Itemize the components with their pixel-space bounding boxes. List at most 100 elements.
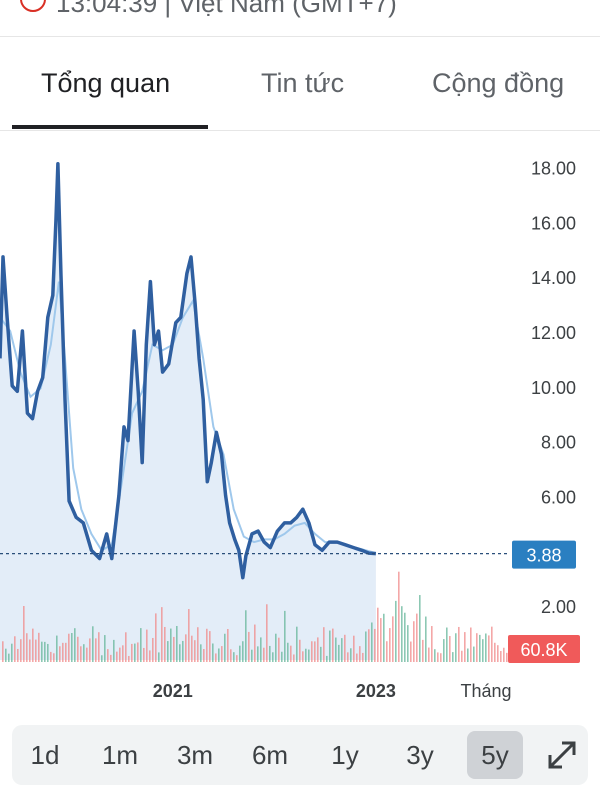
volume-bar [326,655,328,662]
current-price-badge [512,540,576,569]
volume-bar [410,641,412,662]
volume-bar [329,630,331,662]
volume-bar [290,645,292,662]
volume-bar [26,633,28,662]
volume-bar [128,655,130,662]
volume-bar [137,642,139,662]
volume-bar [56,635,58,662]
tab-overview[interactable]: Tổng quan [41,68,171,98]
volume-bar [2,641,4,662]
volume-bar [356,653,358,662]
tab-news[interactable]: Tin tức [261,68,345,98]
y-tick-label: 10.00 [531,378,576,398]
volume-bar [35,639,37,662]
range-1y-button[interactable]: 1y [331,740,359,770]
volume-bar [176,625,178,662]
volume-bar [362,652,364,662]
volume-bar [167,641,169,662]
volume-bar [320,646,322,662]
volume-bar [101,655,103,662]
volume-bar [191,635,193,662]
volume-bar [236,655,238,662]
volume-bar [422,639,424,662]
x-axis-unit-label: Tháng [460,681,511,701]
volume-bar [5,648,7,662]
volume-bar [32,628,34,662]
volume-bar [443,639,445,662]
volume-bar [131,643,133,662]
volume-bar [161,607,163,662]
volume-bar [461,650,463,662]
y-tick-label: 8.00 [541,433,576,453]
volume-bar [278,637,280,662]
volume-bar [272,652,274,662]
price-chart[interactable]: 18.0016.0014.0012.0010.008.006.004.002.0… [0,130,600,710]
volume-bar [440,653,442,662]
volume-bar [428,647,430,662]
tab-community[interactable]: Cộng đồng [432,68,565,98]
range-3m-button[interactable]: 3m [176,740,214,770]
volume-label: 60.8K [520,640,567,660]
range-3y-button[interactable]: 3y [406,740,434,770]
volume-bar [89,638,91,662]
volume-bar [413,621,415,662]
volume-bar [224,633,226,662]
range-6m-button[interactable]: 6m [251,740,289,770]
volume-bar [311,641,313,662]
volume-bar [164,626,166,662]
volume-bar [143,647,145,662]
volume-bar [116,651,118,662]
volume-bar [14,636,16,662]
expand-icon[interactable] [542,735,582,775]
volume-bar [197,627,199,662]
volume-bar [41,641,43,662]
volume-bar [74,628,76,662]
y-tick-label: 14.00 [531,268,576,288]
volume-bar [23,606,25,662]
current-price-label: 3.88 [526,546,561,566]
volume-bar [11,643,13,662]
volume-bar [347,652,349,662]
volume-bar [398,571,400,662]
volume-bar [173,636,175,662]
volume-bar [245,610,247,662]
volume-bar [200,644,202,662]
volume-bar [314,641,316,662]
range-5y-button[interactable]: 5y [467,731,523,779]
volume-bar [194,640,196,662]
volume-bar [248,631,250,662]
x-tick-label: 2021 [153,681,193,701]
volume-bar [233,652,235,662]
volume-bar [446,627,448,662]
volume-bar [401,606,403,662]
active-tab-indicator [12,125,208,129]
volume-bar [374,628,376,662]
volume-bar [125,632,127,662]
volume-bar [104,635,106,662]
volume-bar [341,638,343,662]
volume-bar [92,626,94,662]
range-1d-button[interactable]: 1d [30,740,60,770]
volume-bar [371,622,373,662]
volume-bar [476,633,478,662]
y-tick-label: 18.00 [531,158,576,178]
volume-bar [284,610,286,662]
volume-bar [407,625,409,662]
volume-bar [500,651,502,662]
volume-bar [227,628,229,662]
volume-bar [53,653,55,662]
y-tick-label: 2.00 [541,597,576,617]
volume-bar [299,639,301,662]
volume-bar [506,652,508,662]
volume-bar [149,650,151,662]
volume-bar [305,648,307,662]
volume-bar [473,646,475,662]
volume-bar [50,651,52,662]
range-1m-button[interactable]: 1m [101,740,139,770]
status-time-text: 13:04:39 | Việt Nam (GMT+7) [56,0,397,18]
volume-bar [254,624,256,662]
volume-bar [71,633,73,662]
volume-bar [107,649,109,662]
volume-bar [359,646,361,662]
volume-bar [158,652,160,662]
